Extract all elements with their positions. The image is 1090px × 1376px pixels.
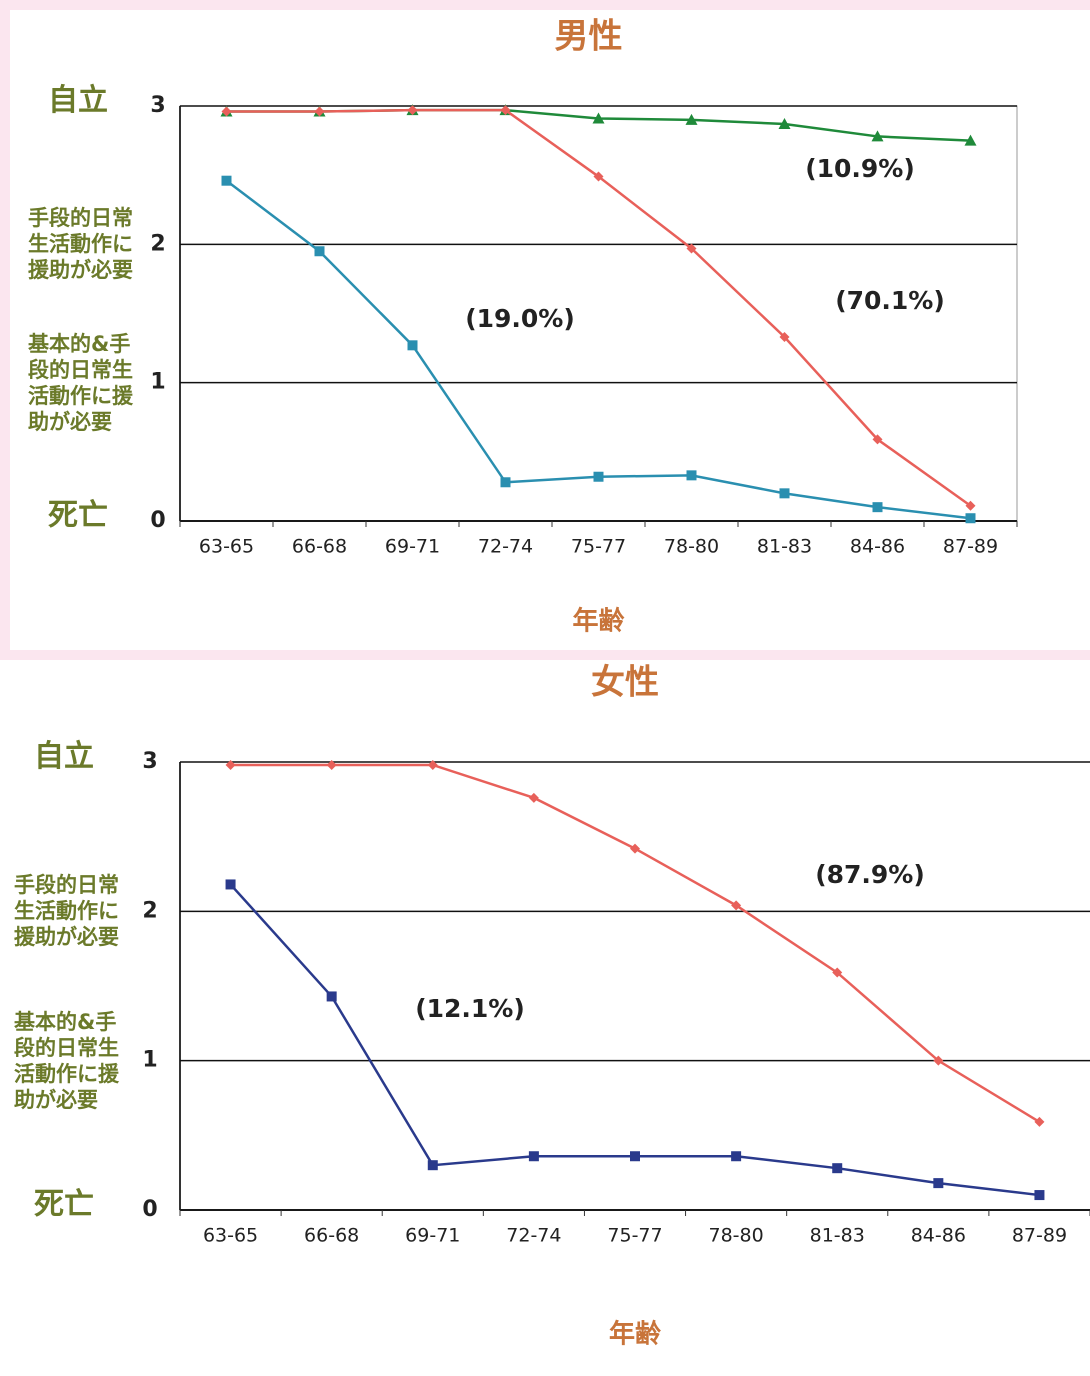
marker — [221, 175, 232, 186]
marker — [221, 106, 232, 117]
y-level-label: 手段的日常生活動作に援助が必要 — [28, 206, 133, 283]
x-tick-label: 66-68 — [304, 1225, 359, 1247]
series-annotation: (19.0%) — [465, 304, 575, 333]
series-annotation: (12.1%) — [415, 994, 525, 1023]
marker — [592, 112, 605, 124]
marker — [832, 1163, 843, 1174]
marker — [593, 471, 604, 482]
marker — [778, 117, 791, 129]
marker — [731, 900, 742, 911]
series-line — [230, 763, 1041, 1123]
marker — [427, 759, 438, 770]
y-tick-label: 1 — [150, 370, 165, 395]
marker — [872, 434, 883, 445]
marker — [528, 792, 539, 803]
marker — [593, 171, 604, 182]
x-tick-label: 75-77 — [571, 536, 626, 558]
y-level-label: 自立 — [48, 83, 108, 118]
marker — [686, 243, 697, 254]
series-line — [225, 179, 971, 520]
x-tick-label: 63-65 — [199, 536, 254, 558]
marker — [872, 502, 883, 513]
panel — [0, 660, 1090, 1376]
x-tick-label: 87-89 — [1012, 1225, 1067, 1247]
y-level-label: 自立 — [34, 739, 94, 774]
marker — [326, 991, 337, 1002]
x-tick-label: 72-74 — [506, 1225, 561, 1247]
x-tick-label: 66-68 — [292, 536, 347, 558]
x-tick-label: 72-74 — [478, 536, 533, 558]
marker — [500, 105, 511, 116]
chart-title: 女性 — [591, 663, 659, 703]
y-tick-label: 3 — [142, 749, 157, 774]
marker — [407, 340, 418, 351]
marker — [965, 513, 976, 524]
marker — [314, 106, 325, 117]
marker — [779, 332, 790, 343]
marker — [964, 134, 977, 146]
x-tick-label: 81-83 — [757, 536, 812, 558]
x-tick-label: 69-71 — [405, 1225, 460, 1247]
y-tick-label: 2 — [150, 231, 165, 256]
y-tick-label: 0 — [150, 508, 165, 533]
series-annotation: (10.9%) — [805, 154, 915, 183]
panel — [10, 10, 1090, 650]
marker — [427, 1160, 438, 1171]
x-tick-label: 78-80 — [664, 536, 719, 558]
marker — [1034, 1190, 1045, 1201]
x-tick-label: 78-80 — [709, 1225, 764, 1247]
marker — [933, 1178, 944, 1189]
marker — [686, 470, 697, 481]
chart-title: 男性 — [555, 17, 623, 57]
y-tick-label: 2 — [142, 898, 157, 923]
y-tick-label: 3 — [150, 93, 165, 118]
marker — [871, 130, 884, 142]
marker — [685, 113, 698, 125]
y-level-label: 基本的&手段的日常生活動作に援助が必要 — [28, 331, 133, 434]
marker — [1034, 1116, 1045, 1127]
marker — [779, 488, 790, 499]
marker — [528, 1151, 539, 1162]
marker — [965, 500, 976, 511]
y-level-label: 死亡 — [34, 1187, 94, 1222]
marker — [500, 477, 511, 488]
marker — [326, 759, 337, 770]
x-axis-label: 年齢 — [609, 1319, 662, 1350]
marker — [407, 105, 418, 116]
x-tick-label: 75-77 — [607, 1225, 662, 1247]
x-tick-label: 84-86 — [850, 536, 905, 558]
series-annotation: (87.9%) — [815, 860, 925, 889]
marker — [933, 1055, 944, 1066]
series-line — [229, 883, 1040, 1197]
x-tick-label: 87-89 — [943, 536, 998, 558]
x-tick-label: 63-65 — [203, 1225, 258, 1247]
marker — [731, 1151, 742, 1162]
y-level-label: 手段的日常生活動作に援助が必要 — [14, 873, 119, 950]
marker — [630, 1151, 640, 1162]
marker — [225, 759, 236, 770]
marker — [314, 246, 325, 257]
x-axis-label: 年齢 — [572, 606, 625, 637]
series-annotation: (70.1%) — [835, 286, 945, 315]
marker — [225, 879, 236, 890]
x-tick-label: 84-86 — [911, 1225, 966, 1247]
y-tick-label: 0 — [142, 1197, 157, 1222]
y-level-label: 死亡 — [48, 498, 108, 533]
y-tick-label: 1 — [142, 1048, 157, 1073]
y-level-label: 基本的&手段的日常生活動作に援助が必要 — [14, 1009, 119, 1112]
marker — [630, 843, 640, 854]
marker — [832, 967, 843, 978]
x-tick-label: 69-71 — [385, 536, 440, 558]
x-tick-label: 81-83 — [810, 1225, 865, 1247]
